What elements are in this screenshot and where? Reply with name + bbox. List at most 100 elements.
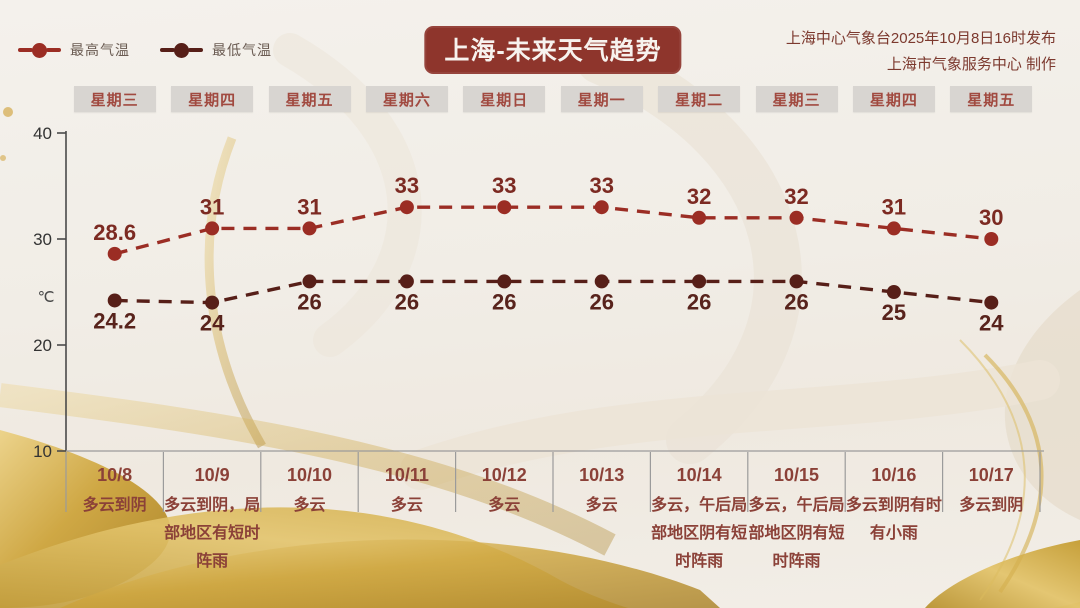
data-point — [692, 274, 707, 289]
forecast-date: 10/11 — [384, 465, 429, 485]
forecast-column: 10/15 多云，午后局部地区阴有短时阵雨 — [749, 460, 845, 576]
chart-legend: 最高气温 最低气温 — [18, 40, 272, 60]
value-label: 32 — [784, 184, 808, 209]
forecast-date: 10/13 — [579, 465, 625, 485]
low-temp-line-marker — [160, 42, 203, 58]
page-title: 上海-未来天气趋势 — [424, 26, 682, 74]
value-label: 31 — [200, 194, 224, 219]
value-label: 25 — [882, 300, 906, 325]
forecast-weather-text: 多云 — [585, 497, 618, 514]
data-point — [399, 274, 414, 289]
data-point — [984, 232, 999, 246]
forecast-date: 10/9 — [194, 465, 230, 485]
forecast-date: 10/10 — [286, 465, 333, 485]
data-point — [302, 274, 317, 289]
producer-text: 上海市气象服务中心 制作 — [886, 56, 1056, 73]
data-point — [205, 221, 220, 236]
data-point — [497, 274, 512, 289]
data-point — [594, 274, 609, 289]
weekday-box: 星期二 — [658, 86, 741, 112]
forecast-column: 10/14 多云，午后局部地区阴有短时阵雨 — [651, 460, 747, 576]
data-point — [692, 210, 707, 225]
y-tick-label: 10 — [33, 442, 52, 461]
forecast-date: 10/17 — [968, 465, 1014, 485]
forecast-weather-text: 多云，午后局部地区阴有短时阵雨 — [748, 497, 845, 570]
value-label: 33 — [395, 173, 419, 198]
data-point — [789, 274, 804, 289]
data-point — [984, 295, 999, 310]
value-label: 26 — [784, 289, 808, 314]
forecast-weather-text: 多云 — [390, 497, 423, 514]
weekday-box: 星期一 — [560, 86, 643, 112]
legend-item-low-temp: 最低气温 — [160, 40, 272, 60]
weekday-box: 星期六 — [365, 86, 448, 112]
forecast-weather-text: 多云，午后局部地区阴有短时阵雨 — [651, 497, 748, 570]
forecast-column: 10/8 多云到阴 — [67, 460, 163, 520]
y-tick-label: 30 — [33, 230, 52, 249]
data-point — [497, 200, 512, 215]
weekday-box: 星期四 — [171, 86, 254, 112]
forecast-column: 10/9 多云到阴，局部地区有短时阵雨 — [164, 460, 260, 576]
data-point — [107, 293, 122, 308]
forecast-weather-text: 多云到阴，局部地区有短时阵雨 — [164, 497, 261, 570]
value-label: 26 — [492, 289, 516, 314]
data-point — [886, 285, 901, 299]
legend-label-high-temp: 最高气温 — [70, 42, 130, 58]
value-label: 26 — [297, 289, 321, 314]
forecast-weather-text: 多云 — [293, 497, 326, 514]
forecast-weather-text: 多云 — [488, 497, 521, 514]
value-label: 26 — [395, 289, 419, 314]
forecast-column: 10/16 多云到阴有时有小雨 — [846, 460, 942, 548]
forecast-date: 10/8 — [97, 465, 133, 485]
data-point — [399, 200, 414, 215]
legend-item-high-temp: 最高气温 — [18, 40, 130, 60]
value-label: 30 — [979, 205, 1003, 230]
publish-time-text: 上海中心气象台2025年10月8日16时发布 — [785, 30, 1056, 47]
value-label: 32 — [687, 184, 711, 209]
value-label: 33 — [589, 173, 613, 198]
series-line-最低气温 — [114, 279, 992, 305]
data-point — [886, 221, 901, 236]
weekday-box: 星期五 — [268, 86, 351, 112]
forecast-column: 10/12 多云 — [456, 460, 552, 520]
forecast-weather-text: 多云到阴 — [82, 497, 147, 514]
forecast-date: 10/12 — [481, 465, 527, 485]
forecast-weather-text: 多云到阴有时有小雨 — [845, 497, 942, 542]
weekday-box: 星期三 — [73, 86, 156, 112]
forecast-column: 10/11 多云 — [359, 460, 455, 520]
forecast-date: 10/14 — [676, 465, 722, 485]
forecast-column: 10/10 多云 — [262, 460, 358, 520]
weekday-box: 星期日 — [463, 86, 546, 112]
legend-label-low-temp: 最低气温 — [212, 42, 272, 58]
value-label: 24 — [979, 311, 1004, 336]
data-point — [594, 200, 609, 215]
value-label: 31 — [297, 194, 321, 219]
value-label: 26 — [589, 289, 613, 314]
value-label: 31 — [882, 194, 906, 219]
value-label: 24.2 — [93, 308, 136, 333]
value-label: 26 — [687, 289, 711, 314]
forecast-column: 10/17 多云到阴 — [943, 460, 1039, 520]
forecast-weather-text: 多云到阴 — [959, 497, 1024, 514]
forecast-date: 10/16 — [871, 465, 917, 485]
source-info: 上海中心气象台2025年10月8日16时发布 上海市气象服务中心 制作 — [786, 26, 1056, 78]
forecast-date: 10/15 — [773, 465, 820, 485]
high-temp-line-marker — [18, 42, 61, 58]
data-point — [205, 295, 220, 310]
weekday-box: 星期五 — [950, 86, 1033, 112]
value-label: 28.6 — [93, 220, 136, 245]
forecast-column: 10/13 多云 — [554, 460, 650, 520]
y-axis-unit-label: ℃ — [38, 289, 55, 306]
series-line-最高气温 — [114, 205, 992, 256]
weekday-box: 星期三 — [755, 86, 838, 112]
y-tick-label: 20 — [33, 336, 52, 355]
weekday-box: 星期四 — [852, 86, 935, 112]
data-point — [789, 210, 804, 225]
value-label: 24 — [200, 311, 225, 336]
y-tick-label: 40 — [33, 124, 52, 143]
value-label: 33 — [492, 173, 516, 198]
data-point — [302, 221, 317, 236]
